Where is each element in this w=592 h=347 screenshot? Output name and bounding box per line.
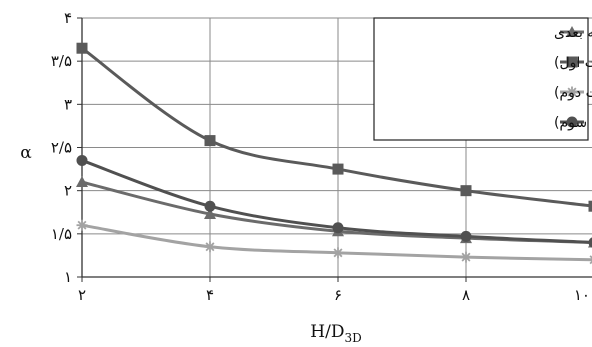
x-tick-label: ۴ — [206, 286, 214, 304]
data-point-series-1 — [76, 176, 88, 188]
x-axis-title-main: H/D — [310, 322, 344, 342]
data-point-series-3 — [204, 241, 216, 253]
legend-label-4: دو بعدی (حالت سوم) — [554, 115, 592, 131]
y-tick-label: ۳ — [64, 95, 72, 113]
legend-box — [373, 17, 589, 141]
legend: سه بعدی دو بعدی (حالت اول) دو بعدی (حالت د… — [373, 17, 592, 141]
data-point-series-2 — [204, 135, 216, 147]
legend-marker-1 — [566, 26, 578, 37]
y-tick-label: ۲/۵ — [51, 139, 72, 157]
legend-marker-3 — [566, 86, 578, 98]
data-point-series-3 — [460, 251, 472, 263]
y-tick-label: ۴ — [64, 9, 72, 27]
x-tick-label: ۶ — [334, 286, 342, 304]
x-axis-title: H/D3D — [310, 322, 361, 345]
data-point-series-2 — [588, 200, 592, 212]
legend-label-1: سه بعدی — [554, 25, 592, 41]
legend-marker-2 — [566, 56, 578, 68]
data-point-series-2 — [332, 163, 344, 175]
y-tick-label: ۱ — [64, 268, 72, 286]
data-point-series-4 — [460, 230, 472, 242]
data-point-series-3 — [332, 247, 344, 259]
y-tick-label: ۱/۵ — [51, 225, 72, 243]
x-axis-title-subscript: 3D — [344, 331, 361, 345]
data-point-series-4 — [588, 237, 592, 248]
x-tick-label: ۱۰ — [574, 286, 590, 304]
axes — [77, 17, 592, 282]
data-point-series-2 — [460, 185, 472, 197]
x-tick-label: ۲ — [78, 286, 86, 304]
y-axis-title: α — [20, 143, 32, 163]
y-tick-label: ۳/۵ — [51, 52, 72, 70]
data-point-series-4 — [332, 222, 344, 234]
data-point-series-3 — [76, 219, 88, 231]
x-tick-label: ۸ — [462, 286, 470, 304]
legend-marker-4 — [566, 116, 578, 128]
y-tick-label: ۲ — [64, 182, 72, 200]
data-point-series-3 — [588, 255, 592, 265]
data-point-series-4 — [204, 200, 216, 212]
data-point-series-4 — [76, 154, 88, 166]
tick-labels: ۱ ۱/۵ ۲ ۲/۵ ۳ ۳/۵ ۴ ۲ ۴ ۶ ۸ ۱۰ — [51, 9, 590, 304]
data-point-series-2 — [76, 42, 88, 54]
legend-label-2: دو بعدی (حالت اول) — [554, 55, 592, 71]
data-point-series-1 — [204, 207, 216, 219]
legend-label-3: دو بعدی (حالت دوم) — [554, 85, 592, 101]
series-markers — [76, 42, 592, 265]
